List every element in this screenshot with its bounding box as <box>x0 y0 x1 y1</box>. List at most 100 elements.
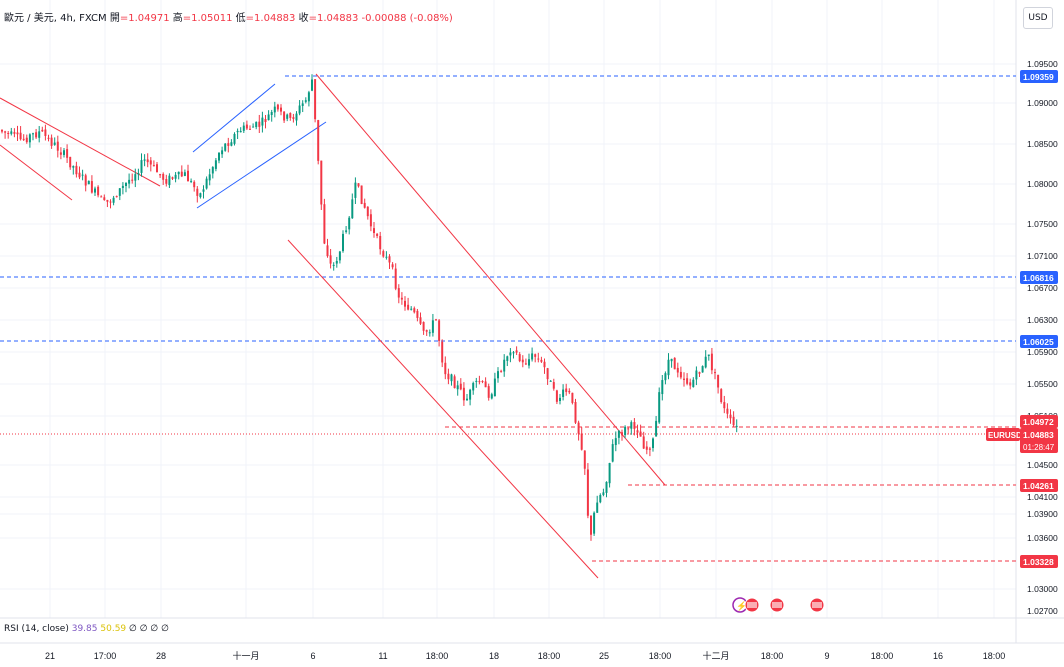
candle-body <box>729 414 732 419</box>
candle-body <box>320 160 323 205</box>
candle-body <box>670 358 673 362</box>
price-tick: 1.02700 <box>1027 606 1058 616</box>
candle-body <box>152 165 155 167</box>
event-icons[interactable]: ⚡ <box>732 597 825 613</box>
candle-body <box>208 174 211 181</box>
candle-body <box>369 214 372 227</box>
level-tag: 1.04972 <box>1023 417 1054 427</box>
candle-body <box>645 446 648 450</box>
candle-body <box>732 416 735 426</box>
candle-body <box>32 133 34 135</box>
candle-body <box>593 512 596 534</box>
candle-body <box>66 149 69 158</box>
price-tick: 1.04100 <box>1027 492 1058 502</box>
candle-body <box>156 164 158 173</box>
candle-body <box>540 359 543 362</box>
candle-body <box>267 114 270 121</box>
candle-body <box>614 438 617 446</box>
candle-body <box>373 228 375 234</box>
candle-body <box>245 124 248 129</box>
candle-body <box>81 174 84 176</box>
candle-body <box>47 137 50 139</box>
candle-body <box>171 177 174 179</box>
candle-body <box>345 230 348 232</box>
time-tick: 11 <box>378 651 387 661</box>
candle-body <box>177 171 180 175</box>
candle-body <box>500 370 503 372</box>
candle-body <box>183 172 186 176</box>
candle-body <box>391 264 394 268</box>
candle-body <box>466 398 468 401</box>
rsi-placeholders: ∅ ∅ ∅ ∅ <box>129 624 169 634</box>
candle-body <box>497 371 499 379</box>
candle-body <box>648 448 651 450</box>
candle-body <box>444 362 447 375</box>
candle-body <box>723 402 726 409</box>
candle-body <box>661 380 664 395</box>
candle-body <box>735 425 738 427</box>
candle-body <box>385 256 388 258</box>
candle-body <box>407 304 410 310</box>
close-value: =1.04883 <box>308 13 359 24</box>
candle-body <box>7 132 10 134</box>
candle-body <box>218 152 220 161</box>
time-tick: 18:00 <box>983 651 1006 661</box>
candle-body <box>714 372 716 374</box>
candle-body <box>78 172 81 178</box>
rsi-legend[interactable]: RSI (14, close) 39.85 50.59 ∅ ∅ ∅ ∅ <box>4 624 169 634</box>
level-tag: 1.04261 <box>1023 481 1054 491</box>
candle-body <box>627 428 630 430</box>
candle-body <box>410 308 413 310</box>
candle-body <box>506 356 509 361</box>
time-tick: 18:00 <box>649 651 672 661</box>
candle-body <box>205 178 208 189</box>
candle-body <box>388 256 391 263</box>
time-tick: 十一月 <box>232 650 259 661</box>
candle-body <box>679 371 682 378</box>
countdown-tag: 01:28:47 <box>1023 443 1055 452</box>
candle-body <box>686 378 689 384</box>
candle-body <box>695 370 698 380</box>
candle-body <box>617 430 620 438</box>
price-tags[interactable]: 1.09359 1.06816 1.06025 1.04972 1.04261 … <box>986 70 1058 568</box>
candle-body <box>252 126 255 128</box>
candle-body <box>307 92 310 102</box>
candle-body <box>224 143 227 151</box>
candle-body <box>4 131 7 133</box>
candle-body <box>103 197 106 201</box>
candle-body <box>162 173 165 180</box>
candle-body <box>264 119 267 123</box>
candle-body <box>710 353 713 371</box>
horizontal-levels[interactable] <box>0 75 1016 562</box>
candle-body <box>221 150 224 155</box>
candle-body <box>28 134 31 143</box>
candle-body <box>509 352 512 356</box>
candle-body <box>562 389 565 397</box>
candle-body <box>261 117 264 126</box>
candle-body <box>676 367 679 373</box>
candle-body <box>97 186 100 196</box>
time-tick: 18 <box>489 651 499 661</box>
candle-body <box>456 385 459 390</box>
candle-body <box>242 125 245 131</box>
currency-button[interactable]: USD <box>1023 7 1053 29</box>
candle-body <box>38 131 41 138</box>
candle-body <box>25 137 28 143</box>
price-tick: 1.04500 <box>1027 460 1058 470</box>
candle-body <box>335 260 338 264</box>
trend-channels[interactable] <box>0 73 666 579</box>
high-label: 高 <box>172 13 183 24</box>
candle-body <box>549 380 552 382</box>
candle-body <box>75 165 78 175</box>
symbol-legend[interactable]: 歐元 / 美元, 4h, FXCM 開=1.04971 高=1.05011 低=… <box>4 9 453 24</box>
candle-body <box>608 463 611 484</box>
open-value: =1.04971 <box>119 13 170 24</box>
candle-body <box>112 197 115 203</box>
level-tag: 1.06816 <box>1023 273 1054 283</box>
candle-body <box>462 387 465 401</box>
candle-body <box>416 310 419 318</box>
candle-body <box>323 204 326 244</box>
candle-body <box>484 381 487 388</box>
candle-body <box>180 171 183 177</box>
